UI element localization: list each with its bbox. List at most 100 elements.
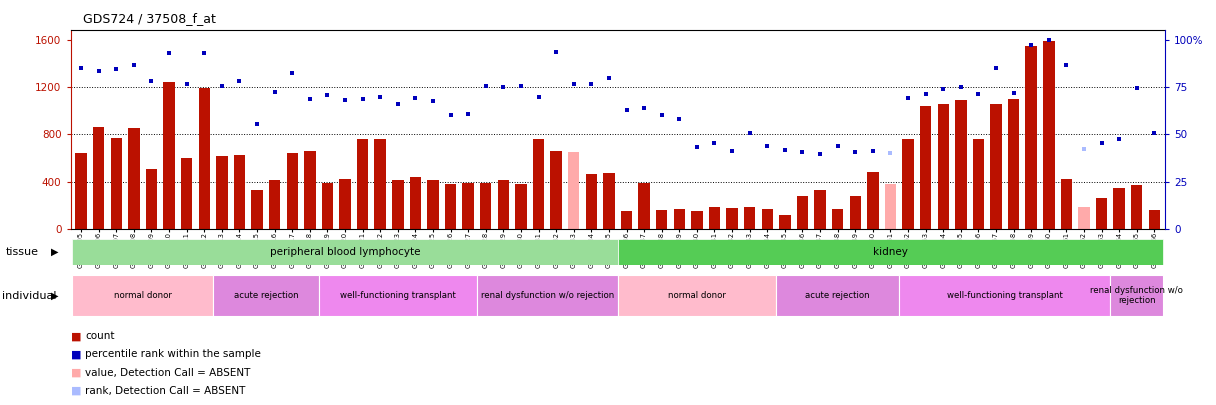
Text: GDS724 / 37508_f_at: GDS724 / 37508_f_at [83,12,215,25]
Point [300,96,320,102]
Bar [779,215,790,229]
Point [353,96,372,102]
Point [810,151,829,157]
Text: acute rejection: acute rejection [233,291,298,300]
Text: renal dysfunction w/o rejection: renal dysfunction w/o rejection [480,291,614,300]
Text: individual: individual [2,291,57,301]
Point [741,130,760,136]
Bar [445,184,456,229]
Bar [339,179,350,229]
Point [722,147,742,154]
Bar [410,177,421,229]
Bar [392,180,404,229]
Point [969,90,989,97]
Bar [990,104,1002,229]
Point [916,90,935,97]
Point [1127,85,1147,92]
Text: renal dysfunction w/o
rejection: renal dysfunction w/o rejection [1091,286,1183,305]
Bar [832,209,844,229]
Bar [92,127,105,229]
Bar [128,128,140,229]
Bar [163,82,175,229]
Bar [480,183,491,229]
Bar [1114,188,1125,229]
Bar [516,184,527,229]
Bar [867,172,879,229]
Point [1021,41,1041,48]
Bar [938,104,948,229]
Bar [1060,179,1073,229]
Bar [674,209,685,229]
Point [1109,136,1128,142]
Point [599,75,619,81]
Bar [621,211,632,229]
Text: tissue: tissue [6,247,39,257]
Point [863,147,883,154]
Bar [1079,207,1090,229]
Text: ■: ■ [71,331,81,341]
Bar [655,210,668,229]
Point [793,149,812,156]
Bar [462,183,474,229]
Bar [586,175,597,229]
Point [388,100,407,107]
Bar [375,139,385,229]
Bar [796,196,809,229]
Bar [1008,99,1019,229]
Bar [72,275,213,316]
Point [775,147,794,153]
Bar [776,275,900,316]
Point [581,81,601,87]
Point [89,67,108,74]
Bar [72,239,618,265]
Point [546,49,565,55]
Point [441,112,461,119]
Text: ■: ■ [71,386,81,396]
Point [986,65,1006,71]
Text: count: count [85,331,114,341]
Point [406,95,426,102]
Point [494,84,513,90]
Text: ▶: ▶ [51,291,58,301]
Bar [198,87,210,229]
Bar [497,180,510,229]
Point [670,116,689,122]
Point [511,83,530,90]
Bar [973,139,984,229]
Point [1057,62,1076,68]
Point [1040,36,1059,43]
Point [176,81,196,87]
Bar [533,139,545,229]
Point [828,142,848,149]
Point [652,112,671,119]
Point [951,84,970,90]
Bar [356,139,368,229]
Point [687,144,706,151]
Bar [551,151,562,229]
Text: ■: ■ [71,368,81,377]
Point [159,50,179,57]
Bar [287,153,298,229]
Point [458,111,478,117]
Bar [322,183,333,229]
Bar [111,138,122,229]
Point [617,106,636,113]
Point [72,65,91,71]
Bar [568,152,580,229]
Point [899,95,918,102]
Point [212,83,231,89]
Bar [921,106,931,229]
Bar [900,275,1110,316]
Text: ▶: ▶ [51,247,58,257]
Bar [1131,185,1143,229]
Point [564,80,584,87]
Point [880,150,900,157]
Bar [691,211,703,229]
Text: value, Detection Call = ABSENT: value, Detection Call = ABSENT [85,368,250,377]
Point [336,97,355,103]
Bar [709,207,720,229]
Point [247,120,266,127]
Bar [603,173,614,229]
Text: acute rejection: acute rejection [805,291,869,300]
Bar [902,139,913,229]
